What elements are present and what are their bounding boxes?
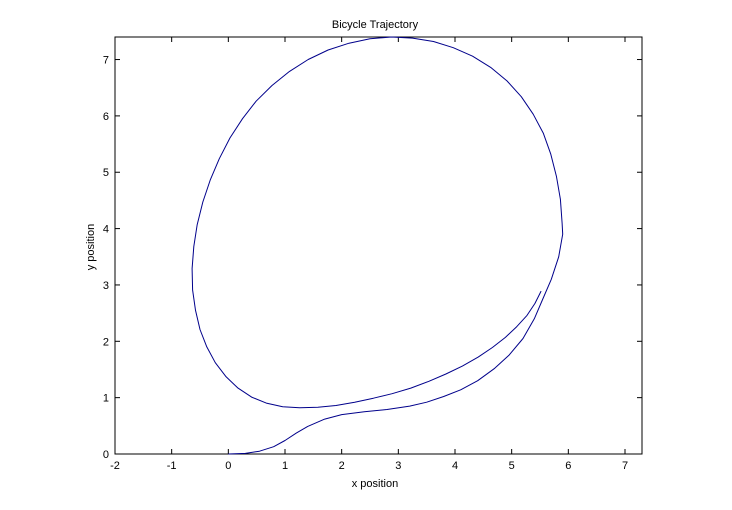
y-axis-ticks: 0 1 2 3 4 5 6 7 [103,55,642,461]
x-tick-label: 1 [282,460,288,472]
y-tick-label: 3 [103,280,109,292]
y-tick-label: 2 [103,336,109,348]
x-axis-label: x position [352,478,398,490]
x-tick-label: 3 [395,460,401,472]
x-tick-label: 5 [509,460,515,472]
y-tick-label: 5 [103,167,109,179]
y-tick-label: 0 [103,449,109,461]
x-tick-label: 0 [225,460,231,472]
x-tick-label: 2 [339,460,345,472]
x-tick-label: -1 [167,460,177,472]
y-axis-label: y position [85,224,97,270]
y-tick-label: 7 [103,55,109,67]
chart-title: Bicycle Trajectory [332,19,419,31]
y-tick-label: 4 [103,224,109,236]
x-tick-label: -2 [110,460,120,472]
trajectory-line [191,36,564,455]
y-tick-label: 1 [103,393,109,405]
plot-area: -2 -1 0 1 2 3 4 5 6 7 0 1 2 3 4 5 6 7 [103,36,643,472]
x-tick-label: 6 [565,460,571,472]
series-layer [191,36,564,455]
plot-box [114,36,643,455]
x-tick-label: 7 [622,460,628,472]
x-tick-label: 4 [452,460,458,472]
x-axis-ticks: -2 -1 0 1 2 3 4 5 6 7 [110,37,628,472]
y-tick-label: 6 [103,111,109,123]
